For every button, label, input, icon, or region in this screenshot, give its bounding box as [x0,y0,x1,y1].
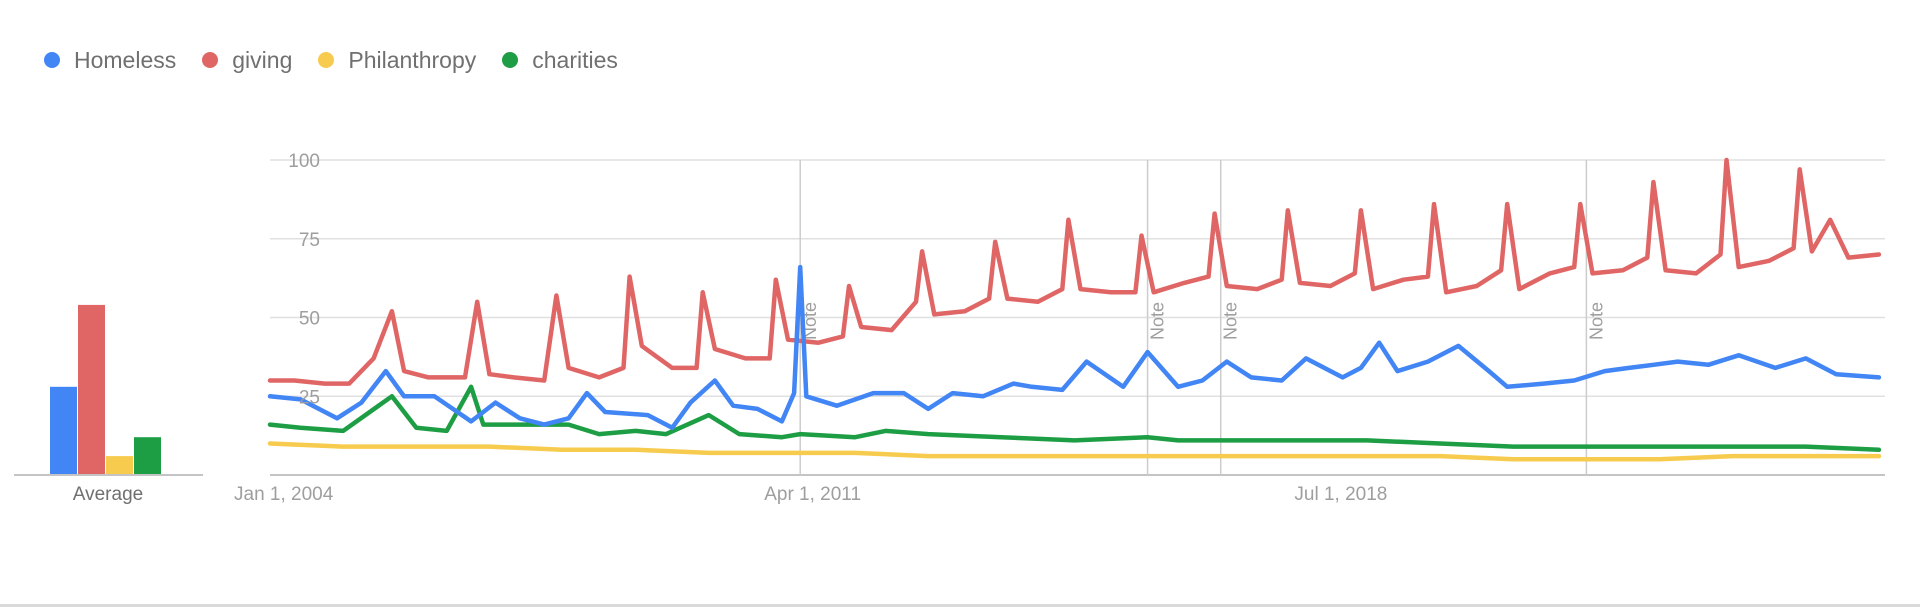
legend-item-philanthropy[interactable]: Philanthropy [318,47,476,74]
legend-item-charities[interactable]: charities [502,47,618,74]
legend-label-homeless: Homeless [74,46,177,73]
y-tick-label: 75 [299,230,320,251]
philanthropy-dot-icon [318,52,335,68]
x-tick-label: Apr 1, 2011 [764,484,861,505]
series-line-philanthropy[interactable] [267,441,1882,462]
grid [270,159,1885,476]
legend-item-homeless[interactable]: Homeless [44,47,176,74]
x-tick-label: Jan 1, 2004 [234,484,334,505]
homeless-dot-icon [44,52,60,68]
legend: Homeless giving Philanthropy charities [44,44,644,76]
average-bar-philanthropy[interactable] [106,456,133,475]
average-label: Average [73,484,143,505]
note-label[interactable]: Note [1148,302,1168,340]
legend-item-giving[interactable]: giving [202,47,292,74]
bottom-divider [0,604,1920,607]
y-tick-label: 25 [299,387,320,408]
note-label[interactable]: Note [1586,302,1606,340]
x-tick-label: Jul 1, 2018 [1294,484,1387,505]
average-bar-homeless[interactable] [50,386,77,475]
axis-labels: 25 50 75 100 Jan 1, 2004 Apr 1, 2011 Jul 1, 20… [234,151,1387,505]
giving-dot-icon [202,52,219,68]
charities-dot-icon [502,52,519,68]
y-tick-label: 100 [288,151,320,172]
y-tick-label: 50 [299,309,320,330]
average-bar-charities[interactable] [134,437,161,475]
series-line-charities[interactable] [267,384,1882,453]
legend-label-philanthropy: Philanthropy [348,46,477,73]
series-line-giving[interactable] [267,157,1882,386]
notes-layer: Note Note Note Note [799,160,1606,475]
note-label[interactable]: Note [1221,302,1241,340]
series-line-homeless[interactable] [267,264,1882,431]
average-bar-giving[interactable] [78,304,105,475]
legend-label-giving: giving [232,46,293,73]
series-layer [267,157,1882,462]
legend-label-charities: charities [532,46,618,73]
average-panel: Average [14,304,203,505]
